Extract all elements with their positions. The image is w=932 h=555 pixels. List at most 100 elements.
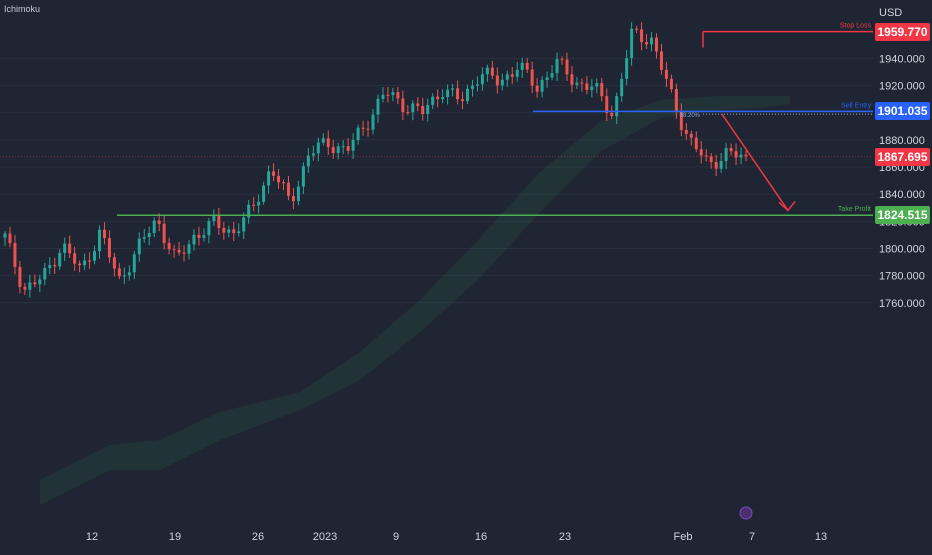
candle-body — [38, 279, 42, 285]
stop-loss-price-badge: 1959.770 — [875, 22, 930, 41]
candle-body — [83, 260, 87, 266]
candle-body — [635, 28, 639, 30]
candle-body — [485, 67, 489, 75]
candle-body — [580, 82, 584, 84]
candle-body — [500, 79, 504, 86]
candle-body — [535, 85, 539, 92]
candle-body — [739, 154, 743, 158]
candle-body — [734, 151, 738, 158]
time-axis — [0, 522, 873, 550]
candle-body — [53, 265, 57, 267]
candle-body — [391, 92, 395, 95]
candle-body — [212, 215, 216, 222]
candle-body — [381, 94, 385, 99]
candle-body — [386, 94, 390, 96]
y-tick-label: 1880.000 — [879, 135, 925, 147]
candle-body — [202, 235, 206, 238]
candle-body — [630, 28, 634, 59]
candle-body — [321, 138, 325, 143]
y-tick-label: 1940.000 — [879, 53, 925, 65]
candle-body — [664, 69, 668, 79]
candle-body — [33, 282, 37, 285]
candle-body — [262, 185, 266, 202]
candle-body — [48, 265, 52, 269]
candle-body — [709, 156, 713, 163]
candle-body — [640, 29, 644, 43]
candle-body — [187, 244, 191, 254]
candle-body — [451, 88, 455, 90]
candle-body — [182, 252, 186, 254]
candle-body — [654, 37, 658, 52]
candle-body — [679, 111, 683, 130]
candle-body — [530, 69, 534, 86]
candle-body — [147, 232, 151, 238]
ichimoku-cloud — [40, 96, 790, 505]
candle-body — [301, 166, 305, 187]
currency-label: USD — [879, 7, 902, 19]
candle-body — [336, 146, 340, 153]
candle-body — [63, 243, 67, 253]
x-tick-label: 13 — [815, 531, 827, 543]
candle-body — [595, 83, 599, 87]
candle-body — [699, 149, 703, 156]
candle-body — [436, 96, 440, 100]
candle-body — [565, 59, 569, 75]
candle-body — [475, 84, 479, 86]
x-tick-label: 12 — [86, 531, 98, 543]
candle-body — [237, 231, 241, 233]
candle-body — [515, 69, 519, 77]
candle-body — [197, 234, 201, 238]
candle-body — [286, 182, 290, 197]
candle-body — [550, 73, 554, 78]
candle-body — [311, 153, 315, 156]
candle-body — [411, 103, 415, 113]
candle-body — [137, 238, 141, 255]
candle-body — [446, 89, 450, 98]
candle-body — [267, 171, 271, 186]
candle-body — [431, 96, 435, 105]
candle-body — [426, 104, 430, 115]
candle-body — [456, 88, 460, 100]
candle-body — [281, 182, 285, 184]
candle-body — [23, 286, 27, 290]
x-tick-label: 2023 — [313, 531, 337, 543]
candle-body — [605, 96, 609, 114]
candle-body — [112, 257, 116, 269]
candle-body — [510, 74, 514, 77]
candle-body — [466, 88, 470, 102]
candle-body — [192, 234, 196, 245]
candle-body — [142, 237, 146, 239]
candle-body — [346, 146, 350, 151]
candle-body — [371, 114, 375, 130]
candle-body — [88, 260, 92, 262]
candle-body — [620, 78, 624, 97]
candle-body — [610, 113, 614, 117]
candle-body — [600, 83, 604, 97]
candle-body — [575, 82, 579, 85]
candle-body — [744, 154, 748, 157]
candle-body — [461, 99, 465, 102]
candle-body — [570, 74, 574, 85]
candle-body — [724, 148, 728, 161]
candle-body — [331, 147, 335, 153]
candle-body — [625, 58, 629, 79]
candle-body — [615, 96, 619, 117]
candle-body — [326, 138, 330, 148]
x-tick-label: Feb — [674, 531, 693, 543]
candle-body — [162, 223, 166, 244]
candle-body — [97, 229, 101, 252]
candle-body — [560, 59, 564, 61]
candle-body — [674, 89, 678, 112]
indicator-label[interactable]: Ichimoku — [4, 4, 41, 14]
candle-body — [257, 201, 261, 206]
candle-body — [306, 155, 310, 167]
candle-body — [669, 78, 673, 90]
candle-body — [704, 155, 708, 157]
candle-body — [93, 251, 97, 261]
candle-body — [421, 105, 425, 115]
candle-body — [376, 98, 380, 115]
candle-body — [401, 98, 405, 113]
candle-body — [714, 162, 718, 169]
